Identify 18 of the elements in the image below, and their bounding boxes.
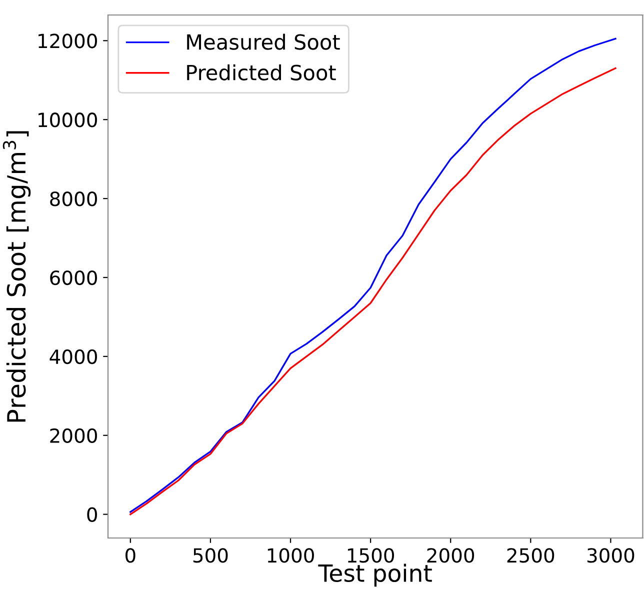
x-tick-label: 2000: [427, 548, 474, 563]
x-tick-label: 1000: [268, 548, 314, 563]
y-tick-label: 0: [87, 507, 97, 522]
legend-label: Measured Soot: [187, 34, 340, 50]
y-tick-label: 4000: [50, 349, 97, 364]
y-axis-title: Predicted Soot [mg/m$^{3}$]: [2, 131, 31, 422]
x-axis-title: Test point: [318, 564, 432, 587]
y-tick-label: 8000: [50, 192, 97, 206]
y-tick-label: 10000: [38, 112, 97, 128]
y-tick-label: 2000: [50, 428, 97, 444]
x-tick-label: 500: [193, 548, 228, 563]
x-tick-label: 0: [126, 548, 136, 563]
x-tick-label: 1500: [348, 548, 394, 563]
y-tick-label: 6000: [50, 270, 97, 286]
x-tick-label: 2500: [507, 548, 554, 563]
y-tick-label: 12000: [38, 34, 97, 48]
x-tick-label: 3000: [587, 548, 634, 563]
legend-label: Predicted Soot: [187, 64, 336, 80]
